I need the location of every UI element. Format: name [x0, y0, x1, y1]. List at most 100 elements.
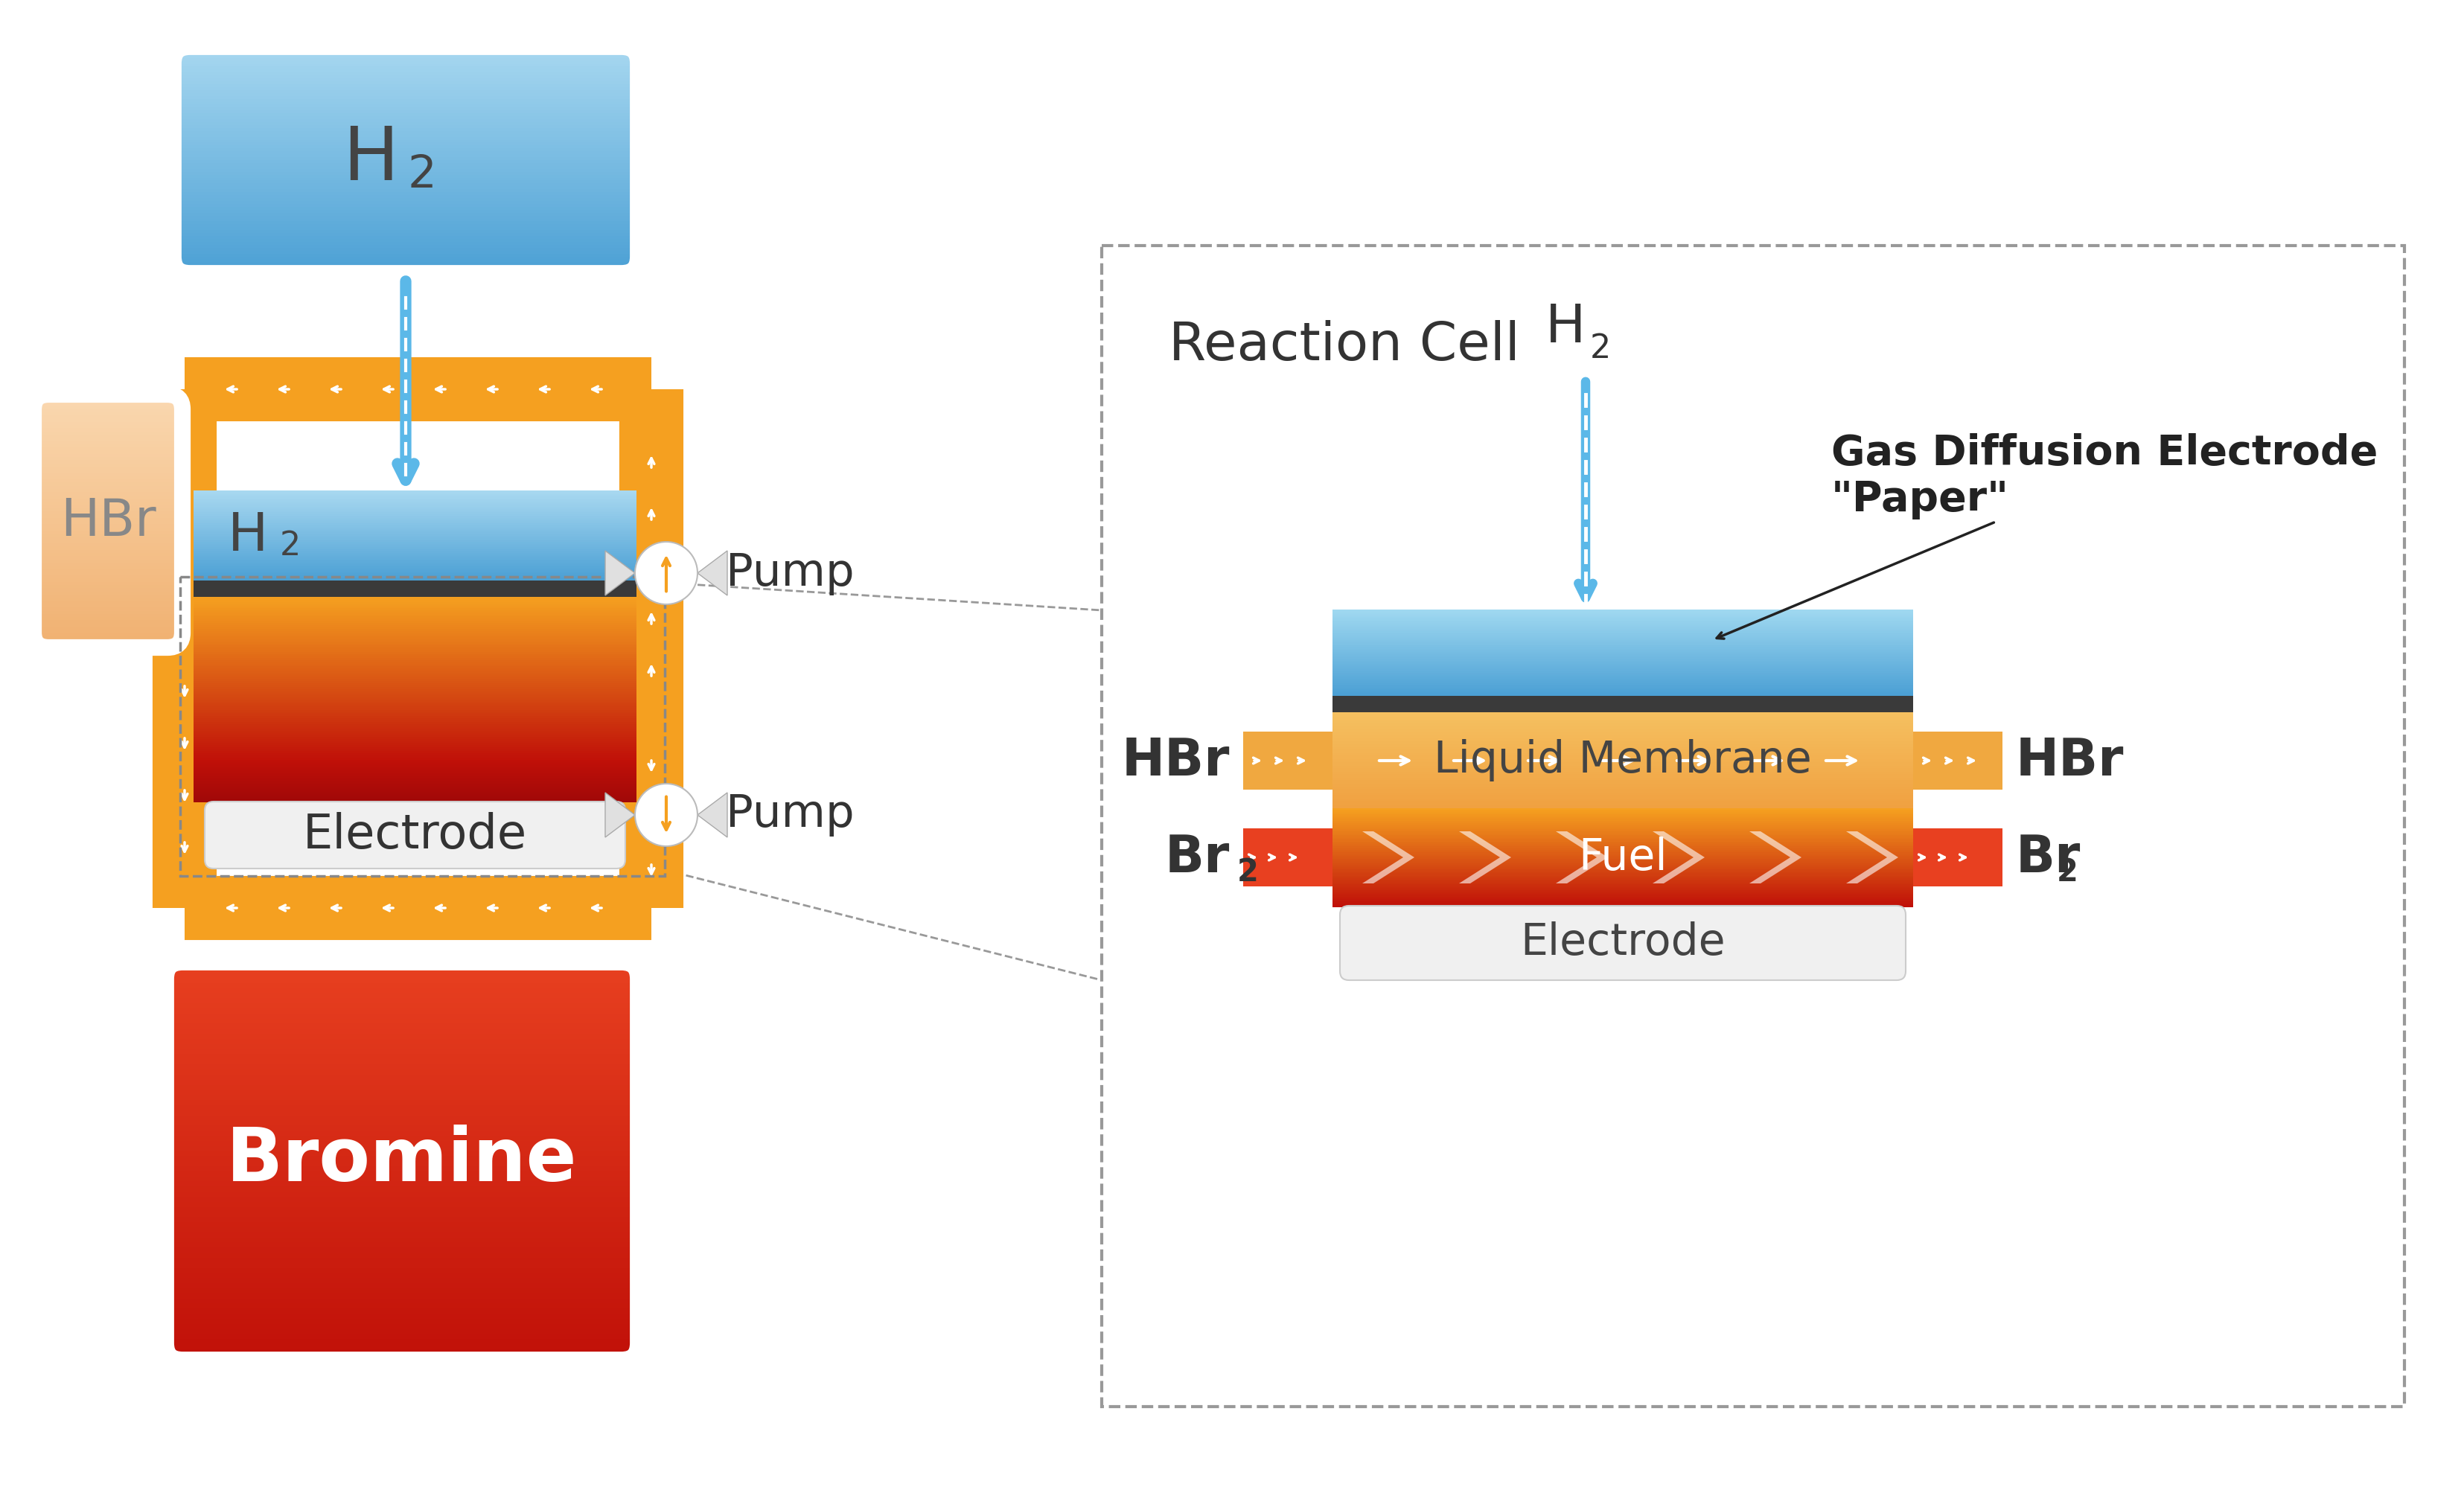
Bar — [1333, 741, 1912, 742]
Bar — [163, 1283, 641, 1289]
Bar — [34, 531, 182, 534]
Bar — [195, 520, 636, 523]
Bar — [170, 210, 641, 213]
Bar — [195, 683, 636, 686]
Bar — [34, 559, 182, 564]
Bar — [1333, 630, 1912, 632]
Bar — [170, 189, 641, 193]
Bar — [170, 122, 641, 126]
Bar — [34, 534, 182, 538]
Bar — [195, 498, 636, 501]
Bar — [195, 520, 636, 522]
Bar — [195, 517, 636, 519]
Bar — [195, 712, 636, 715]
Bar — [195, 671, 636, 674]
Text: H: H — [227, 510, 269, 562]
Bar — [1333, 691, 1912, 693]
Bar — [170, 43, 641, 48]
Bar — [1333, 779, 1912, 781]
Bar — [34, 422, 182, 425]
Bar — [1333, 639, 1912, 641]
Bar — [170, 204, 641, 208]
Bar — [163, 972, 641, 978]
Bar — [163, 1172, 641, 1178]
Bar — [1333, 659, 1912, 660]
Bar — [1333, 693, 1912, 694]
Bar — [195, 540, 636, 541]
Bar — [163, 1019, 641, 1025]
Bar — [1333, 648, 1912, 650]
Bar — [180, 577, 665, 876]
Bar — [1333, 766, 1912, 767]
Bar — [1333, 852, 1912, 855]
Bar — [1333, 845, 1912, 848]
Bar — [1333, 837, 1912, 839]
Bar — [195, 549, 636, 552]
Bar — [163, 1105, 641, 1111]
Text: Bromine: Bromine — [227, 1126, 577, 1197]
Bar — [1333, 787, 1912, 788]
Bar — [34, 547, 182, 550]
Bar — [163, 1340, 641, 1344]
Bar — [195, 503, 636, 504]
Bar — [1333, 657, 1912, 659]
Bar — [195, 506, 636, 507]
Bar — [1333, 656, 1912, 659]
Bar — [1333, 803, 1912, 804]
Bar — [170, 233, 641, 236]
Bar — [34, 584, 182, 589]
Bar — [1333, 772, 1912, 773]
Bar — [34, 434, 182, 439]
Bar — [1333, 822, 1912, 824]
Bar — [34, 575, 182, 580]
Bar — [1333, 748, 1912, 751]
Bar — [1333, 782, 1912, 785]
Bar — [1333, 767, 1912, 769]
Bar — [170, 167, 641, 170]
Bar — [1333, 800, 1912, 801]
Bar — [195, 650, 636, 653]
Bar — [195, 509, 636, 510]
Bar — [1333, 865, 1912, 867]
Bar — [1333, 752, 1912, 754]
Bar — [170, 125, 641, 128]
Bar — [195, 717, 636, 718]
Bar — [34, 642, 182, 647]
Bar — [163, 1207, 641, 1212]
Bar — [1333, 727, 1912, 730]
Bar — [170, 110, 641, 114]
Bar — [1333, 763, 1912, 764]
Bar — [1333, 644, 1912, 645]
Bar — [170, 161, 641, 164]
Bar — [1333, 632, 1912, 635]
Bar — [163, 1023, 641, 1029]
Bar — [1333, 858, 1912, 859]
Bar — [1333, 681, 1912, 683]
Bar — [195, 666, 636, 669]
Bar — [1333, 672, 1912, 675]
Bar — [195, 659, 636, 660]
Bar — [195, 729, 636, 732]
Text: 2: 2 — [407, 153, 436, 196]
Bar — [1333, 778, 1912, 779]
Bar — [34, 645, 182, 650]
Bar — [1333, 892, 1912, 894]
Bar — [34, 448, 182, 451]
Bar — [34, 492, 182, 497]
Bar — [163, 1227, 641, 1233]
Bar — [195, 739, 636, 742]
Bar — [170, 248, 641, 251]
Bar — [163, 968, 641, 974]
Bar — [1333, 724, 1912, 726]
Bar — [195, 755, 636, 758]
Bar — [195, 691, 636, 694]
Bar — [195, 550, 636, 552]
Bar — [195, 558, 636, 559]
Bar — [1333, 769, 1912, 772]
Bar — [195, 570, 636, 571]
Bar — [1333, 851, 1912, 854]
Bar — [1333, 797, 1912, 800]
Bar — [1333, 815, 1912, 816]
Bar — [163, 1212, 641, 1218]
Text: H: H — [1545, 302, 1587, 354]
